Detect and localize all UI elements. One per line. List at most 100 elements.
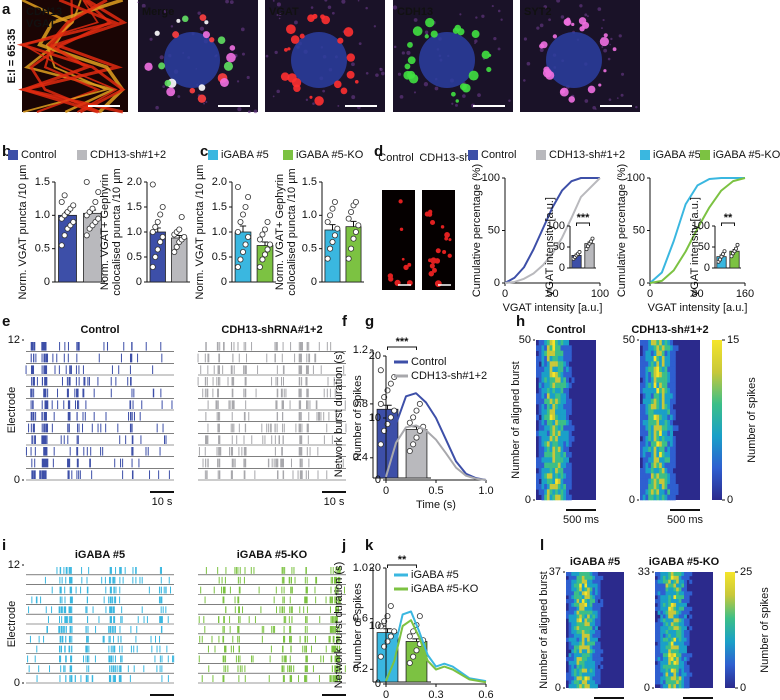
heatmap-cell <box>661 398 665 405</box>
heatmap-cell <box>665 618 669 623</box>
heatmap-cell <box>549 361 553 367</box>
heatmap-cell <box>560 489 564 495</box>
heatmap-cell <box>657 645 661 650</box>
heatmap-cell <box>686 633 690 639</box>
background-speck <box>324 0 328 2</box>
heatmap-cell <box>662 622 666 627</box>
spike-train <box>44 576 170 584</box>
heatmap-cell <box>672 398 676 405</box>
heatmap-cell <box>668 653 672 658</box>
heatmap-cell <box>684 633 687 639</box>
heatmap-cell <box>546 345 550 351</box>
heatmap-cell <box>662 583 666 588</box>
heatmap-cell <box>645 345 649 351</box>
heatmap-cell <box>581 653 585 658</box>
heatmap-cell <box>662 599 666 604</box>
data-point <box>355 222 362 229</box>
background-speck <box>601 27 603 30</box>
heatmap-cell <box>544 430 548 437</box>
heatmap-cell <box>579 572 583 577</box>
heatmap-cell <box>587 595 591 600</box>
heatmap-cell <box>673 653 677 658</box>
heatmap-cell <box>667 372 671 378</box>
heatmap-cell <box>595 641 598 646</box>
background-speck <box>373 25 377 28</box>
heatmap-cell <box>563 340 567 346</box>
heatmap-cell <box>642 350 646 357</box>
punctum <box>290 35 300 44</box>
heatmap-cell <box>544 350 548 357</box>
legend-swatch <box>283 150 293 160</box>
data-point <box>329 238 336 245</box>
heatmap-cell <box>657 657 661 662</box>
heatmap-cell <box>659 377 663 383</box>
heatmap-cell <box>656 430 660 437</box>
heatmap-cell <box>560 345 564 351</box>
heatmap-cell <box>589 587 593 592</box>
heatmap-cell <box>573 583 577 588</box>
heatmap-cell <box>595 672 598 677</box>
heatmap-cell <box>670 575 674 581</box>
heatmap-cell <box>645 468 649 474</box>
heatmap-cell <box>678 606 682 611</box>
heatmap-cell <box>653 436 657 442</box>
heatmap-cell <box>678 633 682 639</box>
heatmap-cell <box>563 420 567 426</box>
heatmap-cell <box>592 641 596 646</box>
heatmap-cell <box>670 572 674 577</box>
heatmap-cell <box>544 489 548 495</box>
heatmap-cell <box>568 633 572 639</box>
heatmap-cell <box>555 484 559 490</box>
heatmap-cell <box>661 361 665 367</box>
background-speck <box>357 0 360 2</box>
heatmap-cell <box>546 366 550 373</box>
heatmap-cell <box>670 425 674 431</box>
heatmap-cell <box>549 409 553 415</box>
heatmap-cell <box>668 618 672 623</box>
punctum <box>599 37 609 47</box>
heatmap-cell <box>664 388 668 394</box>
spike-train <box>28 665 163 673</box>
heatmap-cell <box>560 377 564 383</box>
heatmap-cell <box>552 388 556 394</box>
heatmap-cell <box>648 345 652 351</box>
heatmap-cell <box>645 452 649 458</box>
punctum <box>343 27 354 37</box>
heatmap-cell <box>595 610 598 615</box>
heatmap-cell <box>656 436 660 442</box>
heatmap-cell <box>681 653 685 658</box>
background-speck <box>434 86 439 91</box>
data-point <box>406 633 413 640</box>
heatmap-cell <box>589 610 593 615</box>
background-speck <box>274 50 278 55</box>
heatmap-cell <box>645 409 649 415</box>
data-point <box>239 248 246 255</box>
heatmap-cell <box>645 393 649 399</box>
heatmap-cell <box>653 366 657 373</box>
heatmap-cell <box>544 441 548 447</box>
heatmap-cell <box>568 664 572 669</box>
heatmap-cell <box>576 602 580 608</box>
heatmap-cell <box>536 372 540 378</box>
heatmap-cell <box>589 595 593 600</box>
spike-train <box>200 586 345 594</box>
heatmap-cell <box>653 350 657 357</box>
heatmap-cell <box>667 345 671 351</box>
heatmap-cell <box>659 366 663 373</box>
heatmap-cell <box>579 664 583 669</box>
heatmap-cell <box>592 622 596 627</box>
background-speck <box>141 3 146 8</box>
heatmap-cell <box>589 684 593 689</box>
heatmap-cell <box>576 653 580 658</box>
heatmap-cell <box>670 676 674 681</box>
heatmap-cell <box>676 684 680 689</box>
background-speck <box>491 5 494 8</box>
heatmap-cell <box>552 446 556 453</box>
heatmap-cell <box>573 599 577 604</box>
heatmap-cell <box>576 622 580 627</box>
heatmap-cell <box>568 657 572 662</box>
heatmap-cell <box>676 672 680 677</box>
heatmap-cell <box>645 446 649 453</box>
data-point <box>377 367 384 374</box>
background-speck <box>607 57 611 61</box>
